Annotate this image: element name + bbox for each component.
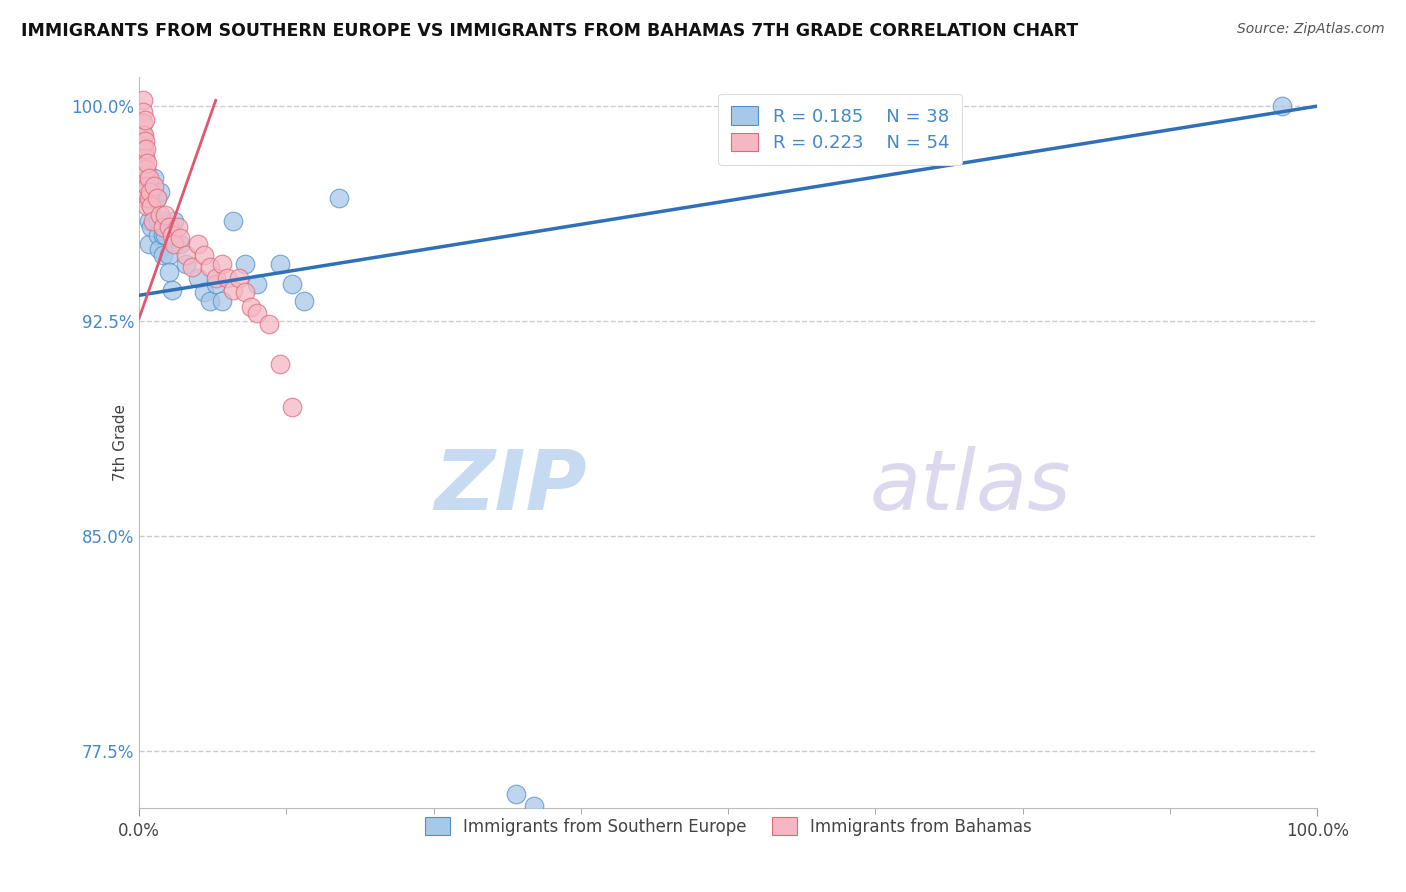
Point xyxy=(1271,99,1294,113)
Point xyxy=(149,185,172,199)
Point xyxy=(169,236,191,251)
Point xyxy=(136,156,159,170)
Point xyxy=(138,170,160,185)
Point xyxy=(138,191,160,205)
Point xyxy=(328,191,350,205)
Point xyxy=(152,214,174,228)
Point xyxy=(134,113,156,128)
Point xyxy=(187,236,209,251)
Point xyxy=(292,293,315,308)
Point xyxy=(131,170,153,185)
Point xyxy=(131,139,153,153)
Point xyxy=(134,168,156,182)
Point xyxy=(169,231,191,245)
Point xyxy=(139,219,162,234)
Text: atlas: atlas xyxy=(869,446,1071,527)
Point xyxy=(149,208,172,222)
Point xyxy=(131,128,153,142)
Point xyxy=(222,283,245,297)
Point xyxy=(138,185,160,199)
Point xyxy=(211,293,233,308)
Point xyxy=(134,191,156,205)
Legend: Immigrants from Southern Europe, Immigrants from Bahamas: Immigrants from Southern Europe, Immigra… xyxy=(416,809,1040,844)
Point xyxy=(139,199,162,213)
Point xyxy=(157,219,180,234)
Point xyxy=(148,243,170,257)
Point xyxy=(163,214,186,228)
Point xyxy=(281,400,304,414)
Point xyxy=(136,179,159,194)
Point xyxy=(211,257,233,271)
Point xyxy=(143,170,166,185)
Point xyxy=(152,248,174,262)
Point xyxy=(193,285,215,300)
Point xyxy=(142,214,165,228)
Point xyxy=(523,798,546,813)
Point xyxy=(246,305,269,319)
Point xyxy=(269,257,291,271)
Point xyxy=(146,228,169,243)
Point xyxy=(135,185,157,199)
Point xyxy=(505,787,527,801)
Point xyxy=(134,134,156,148)
Point xyxy=(204,277,226,291)
Point xyxy=(222,214,245,228)
Point xyxy=(134,191,156,205)
Point xyxy=(132,162,155,177)
Point xyxy=(198,260,221,274)
Point xyxy=(187,271,209,285)
Text: Source: ZipAtlas.com: Source: ZipAtlas.com xyxy=(1237,22,1385,37)
Point xyxy=(142,185,165,199)
Point xyxy=(204,271,226,285)
Point xyxy=(257,317,280,331)
Point xyxy=(269,357,291,371)
Point xyxy=(139,199,162,213)
Point xyxy=(132,142,155,156)
Point xyxy=(135,142,157,156)
Point xyxy=(131,94,153,108)
Point xyxy=(181,260,204,274)
Point xyxy=(174,248,197,262)
Point xyxy=(153,208,176,222)
Point xyxy=(132,179,155,194)
Point xyxy=(135,162,157,177)
Point xyxy=(174,257,197,271)
Point xyxy=(217,271,239,285)
Point xyxy=(146,191,169,205)
Point xyxy=(131,156,153,170)
Point xyxy=(146,191,169,205)
Point xyxy=(281,277,304,291)
Point xyxy=(160,283,183,297)
Point xyxy=(193,248,215,262)
Point xyxy=(152,219,174,234)
Point xyxy=(136,199,159,213)
Point xyxy=(160,228,183,243)
Point xyxy=(157,265,180,279)
Point xyxy=(134,170,156,185)
Point xyxy=(246,277,269,291)
Text: IMMIGRANTS FROM SOUTHERN EUROPE VS IMMIGRANTS FROM BAHAMAS 7TH GRADE CORRELATION: IMMIGRANTS FROM SOUTHERN EUROPE VS IMMIG… xyxy=(21,22,1078,40)
Point xyxy=(131,185,153,199)
Point xyxy=(143,179,166,194)
Point xyxy=(157,248,180,262)
Point xyxy=(131,104,153,119)
Y-axis label: 7th Grade: 7th Grade xyxy=(112,404,128,482)
Point xyxy=(228,271,250,285)
Point xyxy=(138,214,160,228)
Point xyxy=(152,228,174,243)
Point xyxy=(240,300,263,314)
Point xyxy=(163,236,186,251)
Point xyxy=(138,236,160,251)
Point xyxy=(233,257,256,271)
Point xyxy=(132,128,155,142)
Text: ZIP: ZIP xyxy=(434,446,586,527)
Point xyxy=(134,151,156,165)
Point xyxy=(233,285,256,300)
Point xyxy=(146,214,169,228)
Point xyxy=(153,228,176,243)
Point xyxy=(131,116,153,130)
Point xyxy=(198,293,221,308)
Point xyxy=(167,219,190,234)
